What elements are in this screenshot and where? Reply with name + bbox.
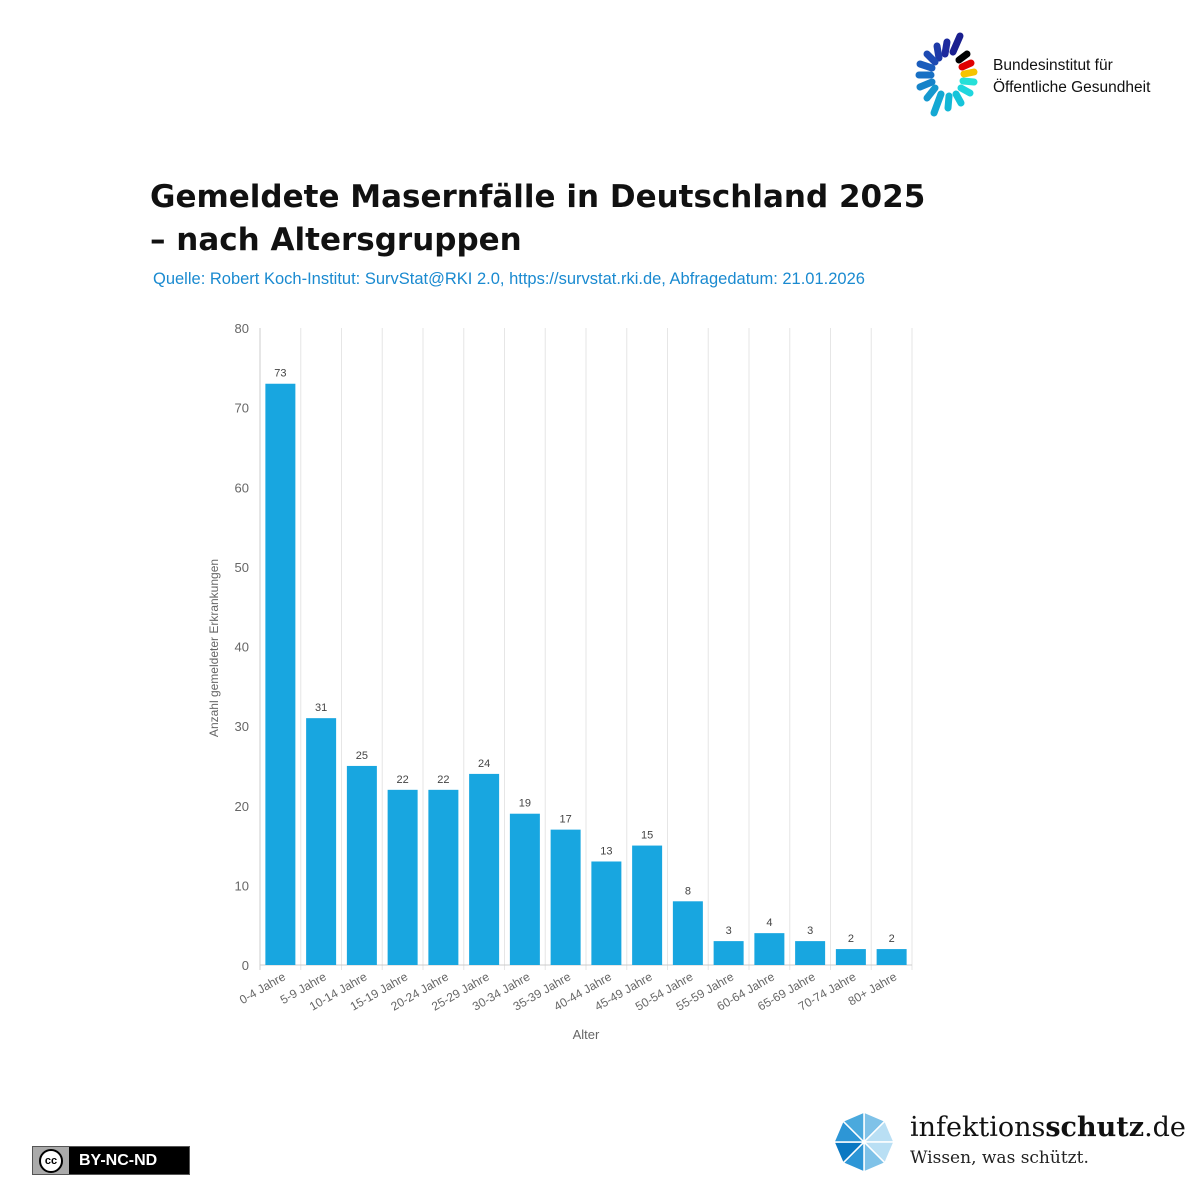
data-label: 17 <box>560 814 572 826</box>
y-tick-label: 30 <box>235 719 249 734</box>
data-label: 2 <box>848 933 854 945</box>
y-tick-label: 10 <box>235 878 249 893</box>
ifs-logo-text: infektionsschutz.de <box>910 1112 1186 1143</box>
data-label: 31 <box>315 702 327 714</box>
bar <box>469 773 500 965</box>
umbrella-logo-icon <box>832 1110 896 1174</box>
bar <box>835 949 866 965</box>
bar <box>306 718 337 965</box>
data-label: 19 <box>519 798 531 810</box>
bfog-logo-text: Bundesinstitut für Öffentliche Gesundhei… <box>993 55 1150 99</box>
x-axis-title: Alter <box>573 1027 600 1042</box>
ifs-tagline: Wissen, was schützt. <box>910 1148 1089 1168</box>
bar <box>632 845 663 965</box>
y-tick-label: 20 <box>235 799 249 814</box>
ifs-name-tld: .de <box>1144 1112 1186 1143</box>
y-tick-label: 70 <box>235 401 249 416</box>
data-label: 24 <box>478 758 490 770</box>
chart-subtitle: Quelle: Robert Koch-Institut: SurvStat@R… <box>153 270 865 288</box>
ifs-name-regular: infektions <box>910 1112 1046 1143</box>
data-label: 3 <box>726 925 732 937</box>
license-badge: cc BY-NC-ND <box>32 1146 190 1175</box>
bar <box>509 813 540 965</box>
y-tick-label: 50 <box>235 560 249 575</box>
data-label: 3 <box>807 925 813 937</box>
data-label: 73 <box>274 368 286 380</box>
y-tick-label: 0 <box>242 958 249 973</box>
data-label: 22 <box>397 774 409 786</box>
cc-icon: cc <box>39 1148 63 1173</box>
bfog-line1: Bundesinstitut für <box>993 57 1113 74</box>
data-label: 4 <box>766 917 772 929</box>
bar <box>591 861 622 965</box>
chart-title: Gemeldete Masernfälle in Deutschland 202… <box>150 179 926 258</box>
bar <box>672 901 703 965</box>
data-label: 2 <box>889 933 895 945</box>
ifs-name-bold: schutz <box>1045 1112 1145 1143</box>
bar <box>876 949 907 965</box>
bfog-logo-icon <box>915 32 978 117</box>
bar <box>713 941 744 965</box>
bar <box>795 941 826 965</box>
license-label: BY-NC-ND <box>79 1151 158 1169</box>
bar <box>754 933 785 965</box>
y-tick-label: 60 <box>235 480 249 495</box>
data-label: 8 <box>685 885 691 897</box>
bar <box>346 765 377 965</box>
bar <box>428 789 459 965</box>
y-tick-label: 40 <box>235 640 249 655</box>
data-label: 13 <box>600 845 612 857</box>
data-label: 25 <box>356 750 368 762</box>
bar <box>550 829 581 965</box>
bfog-line2: Öffentliche Gesundheit <box>993 79 1151 96</box>
y-axis-title: Anzahl gemeldeter Erkrankungen <box>207 559 221 737</box>
bar <box>387 789 418 965</box>
data-label: 15 <box>641 830 653 842</box>
y-tick-label: 80 <box>235 321 249 336</box>
data-label: 22 <box>437 774 449 786</box>
bar <box>265 383 296 965</box>
